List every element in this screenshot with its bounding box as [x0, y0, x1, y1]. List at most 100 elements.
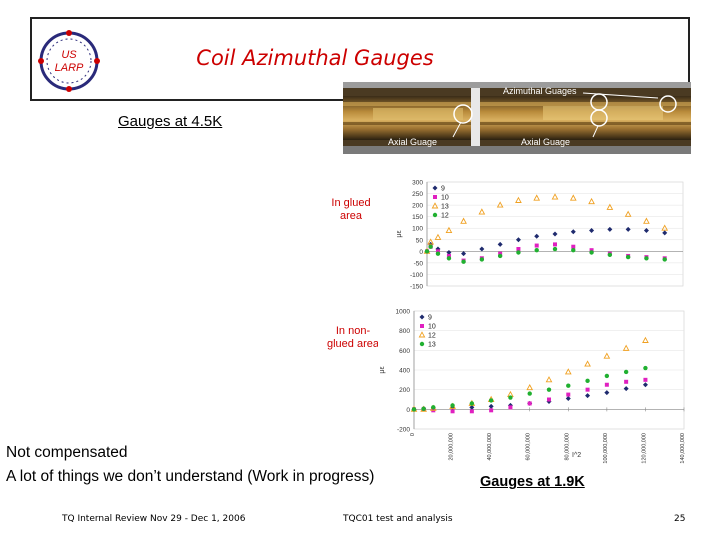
- data-point: [662, 257, 667, 262]
- data-point: [508, 395, 513, 400]
- data-point: [515, 237, 521, 243]
- data-point: [461, 251, 467, 257]
- legend-label: 10: [428, 324, 436, 331]
- logo-line1: US: [61, 49, 77, 61]
- data-point: [446, 249, 452, 255]
- data-point: [446, 253, 451, 258]
- data-point: [661, 224, 669, 231]
- data-point: [589, 250, 594, 255]
- x-axis-unit: I^2: [572, 452, 582, 459]
- data-point: [624, 210, 632, 217]
- series-12: [424, 244, 667, 264]
- legend-marker: [418, 331, 426, 338]
- page-number: 25: [674, 514, 686, 524]
- y-tick-label: 150: [412, 214, 423, 221]
- legend-label: 12: [441, 213, 449, 220]
- data-point: [643, 365, 648, 371]
- data-point: [527, 391, 532, 396]
- logo-line2: LARP: [55, 62, 84, 74]
- y-tick-label: 400: [399, 368, 410, 375]
- data-point: [411, 407, 417, 412]
- data-point: [526, 383, 534, 391]
- legend-marker: [419, 341, 425, 347]
- data-point: [427, 238, 435, 245]
- data-point: [552, 231, 558, 237]
- y-tick-label: 0: [406, 407, 410, 414]
- y-tick-label: 100: [412, 226, 423, 233]
- data-point: [566, 383, 571, 388]
- y-tick-label: -200: [397, 427, 410, 434]
- footer-center: TQC01 test and analysis: [343, 514, 453, 524]
- x-tick-label: 100,000,000: [603, 433, 609, 464]
- data-point: [662, 230, 668, 236]
- data-point: [644, 256, 649, 261]
- data-point: [533, 194, 541, 201]
- y-tick-label: 200: [412, 203, 423, 210]
- data-point: [497, 253, 503, 259]
- x-tick-label: 20,000,000: [449, 433, 455, 461]
- gauges-45k-label: Gauges at 4.5K: [118, 113, 223, 130]
- x-tick-label: 0: [410, 433, 416, 436]
- data-point: [450, 409, 455, 414]
- legend-label: 12: [428, 333, 436, 340]
- slide-title: Coil Azimuthal Gauges: [196, 46, 434, 70]
- glued-area-text: In glued area: [331, 197, 371, 222]
- y-tick-label: 1000: [396, 309, 411, 316]
- data-point: [469, 404, 475, 410]
- data-point: [566, 392, 571, 397]
- data-point: [497, 241, 503, 247]
- data-point: [552, 246, 558, 252]
- data-point: [516, 247, 521, 252]
- gauge-photo: Azimuthal Guages Axial Guage Axial Guage: [343, 82, 691, 154]
- data-point: [446, 256, 452, 261]
- data-point: [515, 196, 522, 203]
- data-point: [625, 254, 631, 260]
- y-tick-label: 300: [412, 180, 423, 187]
- data-point: [461, 259, 466, 264]
- data-point: [606, 203, 614, 210]
- data-point: [508, 405, 513, 410]
- legend-label: 9: [441, 186, 445, 193]
- data-point: [642, 336, 649, 343]
- data-point: [534, 233, 540, 239]
- data-point: [428, 244, 433, 249]
- y-tick-label: 250: [412, 191, 423, 198]
- data-point: [469, 401, 475, 406]
- legend-marker: [432, 212, 438, 218]
- data-point: [479, 246, 485, 252]
- y-tick-label: 50: [416, 237, 424, 244]
- data-point: [434, 233, 442, 240]
- data-point: [585, 378, 590, 384]
- data-point: [604, 390, 610, 396]
- data-point: [460, 217, 467, 224]
- data-point: [571, 247, 576, 253]
- data-point: [603, 352, 611, 359]
- legend-label: 13: [428, 342, 436, 349]
- data-point: [516, 250, 521, 255]
- us-larp-logo: US LARP: [38, 30, 100, 92]
- data-point: [585, 393, 591, 399]
- data-point: [569, 194, 577, 201]
- legend-label: 10: [441, 195, 449, 202]
- data-point: [546, 387, 552, 392]
- data-point: [607, 252, 613, 257]
- data-point: [496, 201, 504, 208]
- legend-label: 13: [441, 204, 449, 211]
- y-tick-label: 600: [399, 348, 410, 355]
- data-point: [498, 251, 503, 256]
- data-point: [488, 398, 494, 403]
- legend-marker: [431, 202, 439, 209]
- data-point: [488, 403, 494, 409]
- data-point: [571, 244, 576, 249]
- data-point: [584, 360, 591, 367]
- y-tick-label: -150: [410, 284, 423, 291]
- x-tick-label: 120,000,000: [641, 433, 647, 464]
- nonglued-area-text: In non- glued area: [327, 325, 379, 350]
- data-point: [604, 373, 610, 379]
- data-point: [545, 376, 553, 383]
- data-point: [478, 208, 486, 215]
- x-tick-label: 80,000,000: [564, 433, 570, 461]
- data-point: [643, 377, 648, 382]
- data-point: [553, 242, 557, 247]
